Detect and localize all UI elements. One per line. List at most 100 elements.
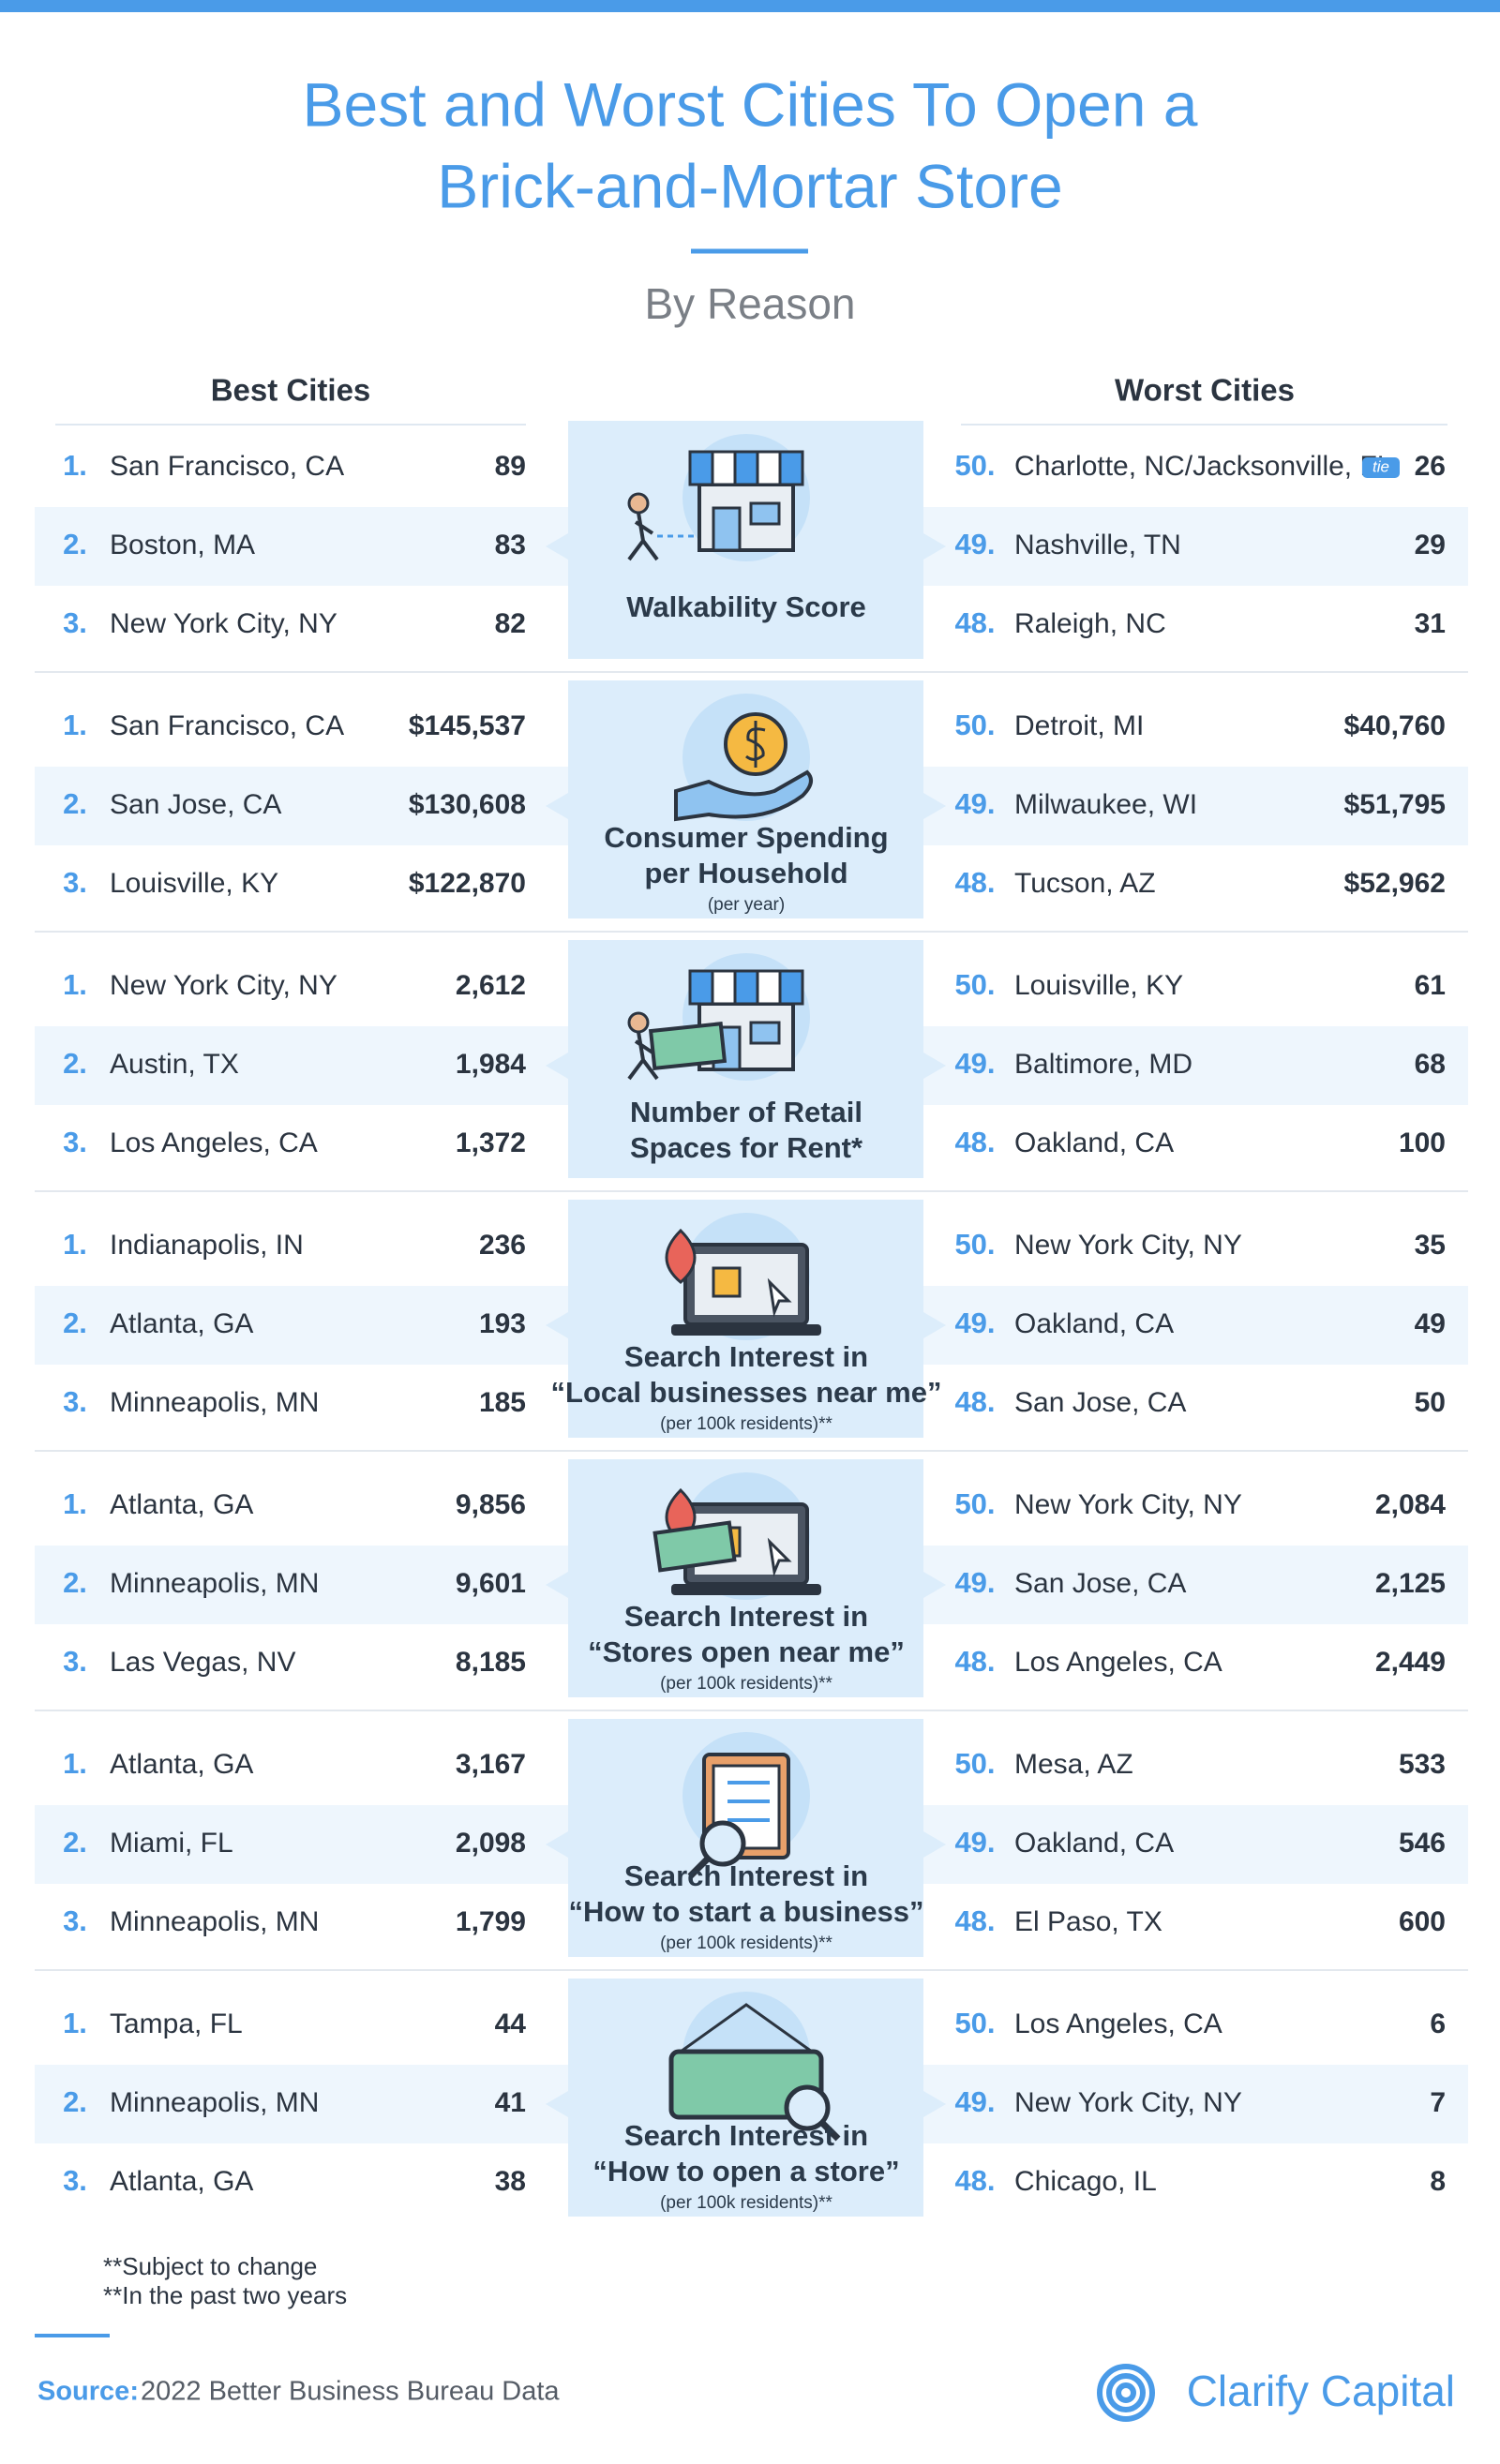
city: Nashville, TN bbox=[1014, 530, 1181, 560]
city: Detroit, MI bbox=[1014, 710, 1144, 741]
rank: 48. bbox=[954, 1904, 995, 1937]
icon-shape bbox=[671, 1584, 821, 1595]
rank: 3. bbox=[63, 1126, 87, 1158]
city: Indianapolis, IN bbox=[110, 1230, 304, 1261]
box-notch bbox=[923, 793, 946, 819]
rank: 49. bbox=[954, 787, 995, 820]
city: Oakland, CA bbox=[1014, 1828, 1174, 1859]
value: 533 bbox=[1399, 1749, 1446, 1780]
icon-shape bbox=[668, 2049, 824, 2120]
city: San Jose, CA bbox=[110, 789, 281, 820]
metric-label: Walkability Score bbox=[626, 590, 866, 623]
metric-note: (per 100k residents)** bbox=[660, 2193, 832, 2213]
icon-shape bbox=[687, 1855, 712, 1879]
city: Mesa, AZ bbox=[1014, 1749, 1133, 1780]
metric-label: Search Interest in bbox=[624, 1859, 868, 1892]
city: San Francisco, CA bbox=[110, 451, 344, 482]
box-notch bbox=[546, 1053, 568, 1079]
value: $122,870 bbox=[409, 868, 526, 899]
box-notch bbox=[546, 533, 568, 560]
icon-shape bbox=[756, 969, 782, 1006]
city: New York City, NY bbox=[1014, 2087, 1242, 2118]
icon-shape bbox=[784, 2084, 831, 2131]
rank: 1. bbox=[63, 2007, 87, 2039]
value: 193 bbox=[479, 1308, 526, 1339]
metric-label: “How to open a store” bbox=[592, 2155, 899, 2188]
rank: 49. bbox=[954, 1047, 995, 1080]
brand-logo bbox=[1097, 2364, 1155, 2422]
city: Atlanta, GA bbox=[110, 1749, 253, 1780]
city: Tampa, FL bbox=[110, 2009, 243, 2039]
metric-note: (per 100k residents)** bbox=[660, 1414, 832, 1434]
city: San Jose, CA bbox=[1014, 1568, 1186, 1599]
city: Los Angeles, CA bbox=[1014, 2009, 1222, 2039]
icon bbox=[665, 1228, 821, 1336]
rank: 49. bbox=[954, 1566, 995, 1599]
value: 83 bbox=[495, 530, 526, 560]
city: New York City, NY bbox=[110, 970, 338, 1001]
icon-shape bbox=[767, 1277, 792, 1318]
city: El Paso, TX bbox=[1014, 1906, 1162, 1937]
rank: 50. bbox=[954, 1487, 995, 1520]
icon-shape bbox=[627, 512, 659, 561]
section: Spaces for Rent*Number of Retail 1. New Yo… bbox=[35, 940, 1468, 1192]
metric-label: Spaces for Rent* bbox=[630, 1131, 863, 1164]
icon-shape bbox=[712, 506, 742, 552]
value: $52,962 bbox=[1344, 868, 1446, 899]
value: $40,760 bbox=[1344, 710, 1446, 741]
rank: 50. bbox=[954, 1747, 995, 1780]
value: 1,984 bbox=[456, 1049, 526, 1080]
metric-label: Consumer Spending bbox=[604, 821, 888, 854]
value: 9,856 bbox=[456, 1489, 526, 1520]
value: 2,449 bbox=[1375, 1647, 1446, 1678]
icon bbox=[668, 2003, 841, 2142]
metric-label: Search Interest in bbox=[624, 1600, 868, 1633]
value: 2,084 bbox=[1375, 1489, 1446, 1520]
value: 600 bbox=[1399, 1906, 1446, 1937]
section: (per 100k residents)** “How to open a sto… bbox=[35, 1979, 1468, 2217]
value: 1,799 bbox=[456, 1906, 526, 1937]
logo-ring bbox=[1106, 2373, 1146, 2412]
rank: 50. bbox=[954, 449, 995, 482]
city: Louisville, KY bbox=[110, 868, 278, 899]
value: 8,185 bbox=[456, 1647, 526, 1678]
tie-badge bbox=[1362, 457, 1400, 478]
city: Boston, MA bbox=[110, 530, 255, 560]
icon-shape bbox=[671, 1324, 821, 1336]
value: 26 bbox=[1415, 451, 1446, 482]
value: 546 bbox=[1399, 1828, 1446, 1859]
icon-shape bbox=[711, 969, 737, 1006]
value: 44 bbox=[495, 2009, 527, 2039]
footnote: **Subject to change bbox=[103, 2252, 317, 2280]
metric-note: (per year) bbox=[708, 895, 785, 915]
rank: 2. bbox=[63, 1047, 87, 1080]
city: Los Angeles, CA bbox=[110, 1127, 318, 1158]
rank: 50. bbox=[954, 968, 995, 1001]
icon-shape bbox=[767, 1537, 792, 1577]
value: $51,795 bbox=[1344, 789, 1446, 820]
value: 100 bbox=[1399, 1127, 1446, 1158]
box-notch bbox=[923, 1312, 946, 1338]
value: 3,167 bbox=[456, 1749, 526, 1780]
icon-shape bbox=[749, 1021, 781, 1045]
value: 61 bbox=[1415, 970, 1446, 1001]
icon-shape bbox=[648, 1022, 728, 1071]
icon-shape bbox=[818, 2119, 841, 2142]
city: Minneapolis, MN bbox=[110, 1387, 319, 1418]
source: 2022 Better Business Bureau Data bbox=[141, 2377, 560, 2407]
rank: 48. bbox=[954, 866, 995, 899]
icon-shape bbox=[688, 450, 714, 486]
icon-shape bbox=[733, 969, 759, 1006]
rank: 1. bbox=[63, 968, 87, 1001]
value: 2,098 bbox=[456, 1828, 526, 1859]
value: 41 bbox=[495, 2087, 526, 2118]
value: 8 bbox=[1430, 2166, 1446, 2197]
city: New York City, NY bbox=[110, 608, 338, 639]
icon-shape bbox=[749, 501, 781, 526]
box-notch bbox=[923, 1831, 946, 1858]
box-notch bbox=[546, 1312, 568, 1338]
rank: 48. bbox=[954, 1645, 995, 1678]
value: 50 bbox=[1415, 1387, 1446, 1418]
box-notch bbox=[546, 2091, 568, 2117]
